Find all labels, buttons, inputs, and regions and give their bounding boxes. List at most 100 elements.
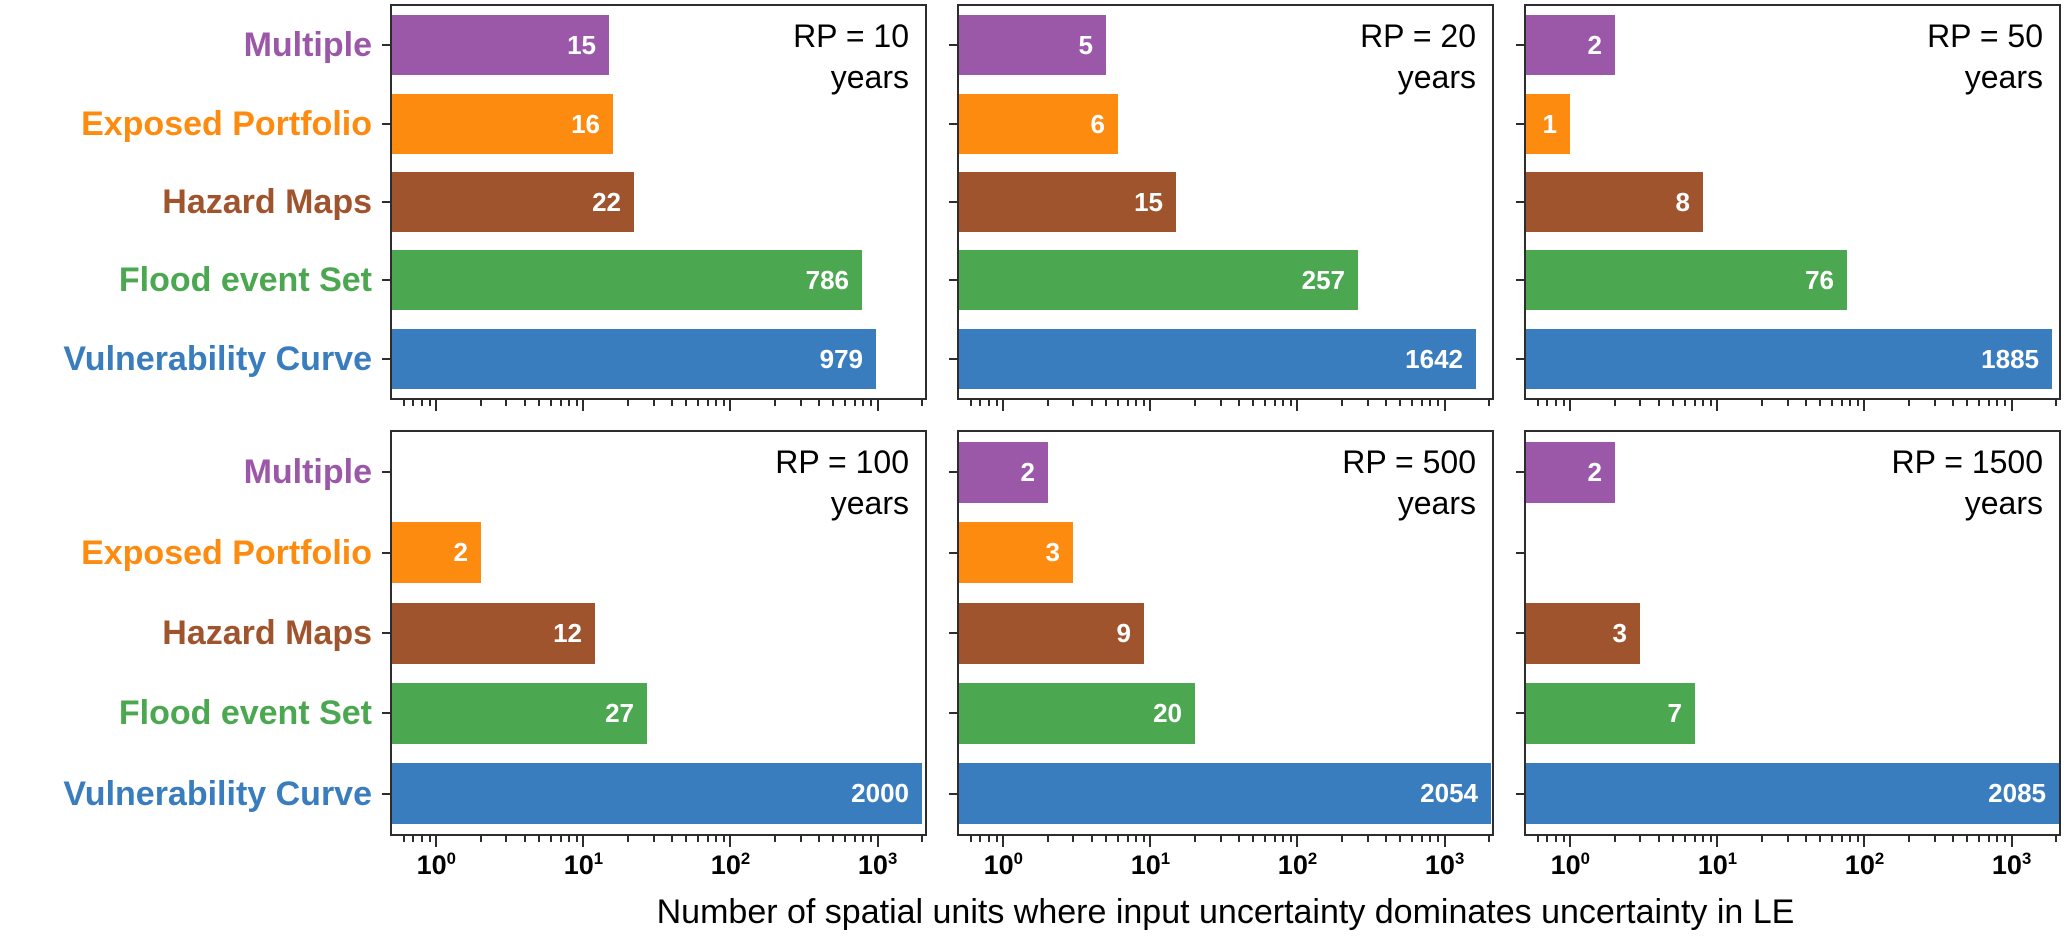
x-minor-tick bbox=[1933, 400, 1936, 406]
x-minor-tick bbox=[549, 836, 552, 842]
x-minor-tick bbox=[402, 836, 405, 842]
x-minor-tick bbox=[2003, 836, 2006, 842]
x-minor-tick bbox=[715, 400, 718, 406]
bar-flood-event-set: 27 bbox=[392, 683, 647, 744]
x-minor-tick bbox=[1952, 836, 1955, 842]
x-major-tick bbox=[1716, 836, 1719, 847]
x-major-tick bbox=[1296, 836, 1299, 847]
x-tick-base: 10 bbox=[416, 850, 447, 880]
x-minor-tick bbox=[969, 400, 972, 406]
bar-vulnerability-curve: 979 bbox=[392, 329, 876, 389]
x-minor-tick bbox=[1429, 836, 1432, 842]
x-minor-tick bbox=[1693, 836, 1696, 842]
x-major-tick bbox=[1863, 836, 1866, 847]
x-minor-tick bbox=[869, 836, 872, 842]
y-tick bbox=[1516, 471, 1524, 473]
y-tick bbox=[1516, 793, 1524, 795]
x-minor-tick bbox=[1657, 400, 1660, 406]
x-minor-tick bbox=[1410, 400, 1413, 406]
x-minor-tick bbox=[559, 836, 562, 842]
x-minor-tick bbox=[1142, 400, 1145, 406]
x-minor-tick bbox=[1977, 400, 1980, 406]
x-minor-tick bbox=[1555, 400, 1558, 406]
x-minor-tick bbox=[549, 400, 552, 406]
x-tick-exponent: 2 bbox=[740, 849, 751, 868]
bar-exposed-portfolio: 2 bbox=[392, 522, 481, 583]
x-minor-tick bbox=[1072, 836, 1075, 842]
x-minor-tick bbox=[1804, 836, 1807, 842]
x-minor-tick bbox=[1252, 400, 1255, 406]
x-tick-base: 10 bbox=[1277, 850, 1308, 880]
y-tick bbox=[949, 279, 957, 281]
x-minor-tick bbox=[1399, 836, 1402, 842]
x-minor-tick bbox=[1105, 836, 1108, 842]
bar-multiple: 15 bbox=[392, 15, 609, 75]
bar-flood-event-set: 257 bbox=[959, 250, 1358, 310]
bar-value-label: 257 bbox=[1301, 264, 1345, 295]
x-minor-tick bbox=[1840, 400, 1843, 406]
x-minor-tick bbox=[1105, 400, 1108, 406]
x-tick-base: 10 bbox=[1697, 850, 1728, 880]
y-tick bbox=[382, 552, 390, 554]
bar-value-label: 9 bbox=[1116, 618, 1131, 648]
x-minor-tick bbox=[559, 400, 562, 406]
y-tick bbox=[382, 632, 390, 634]
bar-exposed-portfolio: 16 bbox=[392, 94, 613, 154]
x-minor-tick bbox=[1966, 400, 1969, 406]
x-major-tick bbox=[2010, 836, 2013, 847]
category-label-multiple: Multiple bbox=[243, 453, 372, 491]
x-minor-tick bbox=[1849, 400, 1852, 406]
x-major-tick bbox=[435, 836, 438, 847]
x-tick-label: 102 bbox=[711, 849, 750, 881]
rp-annotation: RP = 100 years bbox=[775, 442, 909, 524]
x-minor-tick bbox=[1193, 400, 1196, 406]
bar-flood-event-set: 786 bbox=[392, 250, 862, 310]
x-minor-tick bbox=[706, 836, 709, 842]
category-label-vulnerability-curve: Vulnerability Curve bbox=[63, 775, 372, 813]
x-tick-exponent: 1 bbox=[1727, 849, 1738, 868]
bar-flood-event-set: 76 bbox=[1526, 250, 1847, 310]
x-tick-base: 10 bbox=[1424, 850, 1455, 880]
x-minor-tick bbox=[1046, 400, 1049, 406]
x-minor-tick bbox=[626, 836, 629, 842]
x-minor-tick bbox=[1996, 836, 1999, 842]
x-minor-tick bbox=[2003, 400, 2006, 406]
x-minor-tick bbox=[523, 400, 526, 406]
subplot-rp-1500: 2 3 7 2085 RP = 1500 years bbox=[1524, 430, 2061, 836]
x-minor-tick bbox=[1536, 836, 1539, 842]
y-tick bbox=[949, 123, 957, 125]
x-tick-base: 10 bbox=[563, 850, 594, 880]
x-minor-tick bbox=[1613, 836, 1616, 842]
x-tick-label: 102 bbox=[1845, 849, 1884, 881]
x-minor-tick bbox=[1672, 836, 1675, 842]
x-minor-tick bbox=[1840, 836, 1843, 842]
x-minor-tick bbox=[402, 400, 405, 406]
x-minor-tick bbox=[1420, 836, 1423, 842]
x-minor-tick bbox=[799, 836, 802, 842]
x-minor-tick bbox=[428, 836, 431, 842]
x-minor-tick bbox=[818, 400, 821, 406]
y-tick bbox=[1516, 358, 1524, 360]
x-minor-tick bbox=[1966, 836, 1969, 842]
y-tick bbox=[382, 358, 390, 360]
y-tick bbox=[382, 793, 390, 795]
x-minor-tick bbox=[995, 836, 998, 842]
x-minor-tick bbox=[1263, 400, 1266, 406]
x-tick-exponent: 3 bbox=[2021, 849, 2032, 868]
x-minor-tick bbox=[706, 400, 709, 406]
y-tick bbox=[382, 712, 390, 714]
x-minor-tick bbox=[1429, 400, 1432, 406]
bar-value-label: 2 bbox=[1587, 457, 1602, 487]
rp-value-text: RP = 20 bbox=[1360, 18, 1476, 54]
y-tick bbox=[949, 712, 957, 714]
x-minor-tick bbox=[1126, 836, 1129, 842]
x-minor-tick bbox=[1760, 400, 1763, 406]
x-minor-tick bbox=[575, 400, 578, 406]
x-tick-exponent: 2 bbox=[1307, 849, 1318, 868]
x-minor-tick bbox=[568, 836, 571, 842]
y-tick bbox=[949, 44, 957, 46]
x-minor-tick bbox=[1830, 400, 1833, 406]
x-axis-title: Number of spatial units where input unce… bbox=[656, 893, 1795, 931]
y-tick bbox=[1516, 279, 1524, 281]
